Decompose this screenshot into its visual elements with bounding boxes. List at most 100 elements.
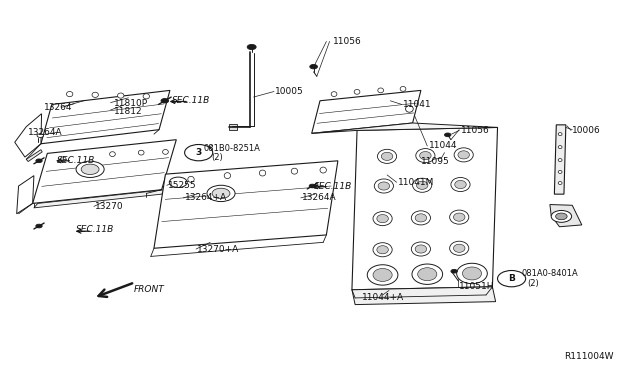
Text: 11056: 11056 xyxy=(333,37,362,46)
Ellipse shape xyxy=(417,181,428,189)
Ellipse shape xyxy=(420,151,431,160)
Circle shape xyxy=(161,99,169,103)
Circle shape xyxy=(497,270,525,287)
Polygon shape xyxy=(312,90,421,134)
Text: SEC.11B: SEC.11B xyxy=(76,225,115,234)
Ellipse shape xyxy=(418,268,437,281)
Circle shape xyxy=(310,64,317,69)
Polygon shape xyxy=(15,114,42,157)
Ellipse shape xyxy=(188,176,194,182)
Ellipse shape xyxy=(415,245,427,253)
Polygon shape xyxy=(352,128,497,290)
Ellipse shape xyxy=(320,167,326,173)
Ellipse shape xyxy=(463,267,481,280)
Ellipse shape xyxy=(558,158,562,161)
Polygon shape xyxy=(41,90,170,144)
Ellipse shape xyxy=(558,133,562,136)
Text: 13264A: 13264A xyxy=(302,193,337,202)
Text: 13264A: 13264A xyxy=(28,128,62,137)
Polygon shape xyxy=(352,287,495,305)
Ellipse shape xyxy=(457,263,487,284)
Text: 11056: 11056 xyxy=(461,126,489,135)
Ellipse shape xyxy=(163,150,168,154)
Ellipse shape xyxy=(450,210,468,224)
Circle shape xyxy=(36,159,42,163)
Polygon shape xyxy=(554,125,566,194)
Circle shape xyxy=(37,134,44,137)
Circle shape xyxy=(556,213,567,220)
Text: 11041M: 11041M xyxy=(398,178,435,187)
Polygon shape xyxy=(26,150,42,161)
Circle shape xyxy=(207,185,235,202)
Ellipse shape xyxy=(138,150,144,155)
Ellipse shape xyxy=(406,106,413,112)
Ellipse shape xyxy=(373,243,392,257)
Ellipse shape xyxy=(412,264,443,285)
Ellipse shape xyxy=(416,148,435,163)
Text: 11812: 11812 xyxy=(115,107,143,116)
Ellipse shape xyxy=(143,94,150,99)
Ellipse shape xyxy=(450,241,468,255)
Ellipse shape xyxy=(92,92,99,97)
Text: 11810P: 11810P xyxy=(115,99,148,108)
Ellipse shape xyxy=(259,170,266,176)
Text: 11051H: 11051H xyxy=(460,282,495,291)
Text: 11044: 11044 xyxy=(429,141,457,151)
Text: 11095: 11095 xyxy=(421,157,450,166)
Circle shape xyxy=(551,211,572,222)
Circle shape xyxy=(212,188,230,199)
Ellipse shape xyxy=(558,145,562,148)
Text: 081A0-8401A: 081A0-8401A xyxy=(521,269,578,278)
Ellipse shape xyxy=(558,182,562,185)
Ellipse shape xyxy=(454,244,465,252)
Ellipse shape xyxy=(455,180,467,189)
Ellipse shape xyxy=(454,148,473,162)
Text: 15255: 15255 xyxy=(168,181,196,190)
Polygon shape xyxy=(33,140,176,203)
Ellipse shape xyxy=(454,213,465,221)
Text: B: B xyxy=(508,274,515,283)
Text: SEC.11B: SEC.11B xyxy=(314,182,352,190)
Ellipse shape xyxy=(367,265,398,285)
Polygon shape xyxy=(17,176,34,214)
Ellipse shape xyxy=(458,151,469,159)
Ellipse shape xyxy=(378,149,397,163)
Text: 13270+A: 13270+A xyxy=(197,244,239,253)
Ellipse shape xyxy=(558,170,562,173)
Ellipse shape xyxy=(224,173,230,179)
Ellipse shape xyxy=(378,182,390,190)
Text: SEC.11B: SEC.11B xyxy=(172,96,210,105)
Text: 11044+A: 11044+A xyxy=(362,293,404,302)
Text: SEC.11B: SEC.11B xyxy=(57,155,95,164)
Circle shape xyxy=(170,177,187,187)
Text: 13264: 13264 xyxy=(44,103,72,112)
Text: FRONT: FRONT xyxy=(134,285,164,294)
Polygon shape xyxy=(229,124,237,131)
Ellipse shape xyxy=(451,177,470,192)
Ellipse shape xyxy=(377,215,388,223)
Ellipse shape xyxy=(400,87,406,91)
Ellipse shape xyxy=(415,214,427,222)
Ellipse shape xyxy=(331,92,337,96)
Ellipse shape xyxy=(373,269,392,282)
Ellipse shape xyxy=(60,157,66,162)
Text: 081B0-8251A: 081B0-8251A xyxy=(204,144,260,153)
Ellipse shape xyxy=(109,152,115,157)
Polygon shape xyxy=(550,205,582,227)
Text: 10005: 10005 xyxy=(275,87,304,96)
Polygon shape xyxy=(34,190,166,208)
Circle shape xyxy=(76,161,104,177)
Circle shape xyxy=(36,224,42,228)
Circle shape xyxy=(247,44,256,49)
Text: R111004W: R111004W xyxy=(564,352,614,361)
Text: 11041: 11041 xyxy=(403,100,431,109)
Circle shape xyxy=(309,184,316,188)
Text: (2): (2) xyxy=(527,279,540,288)
Ellipse shape xyxy=(381,152,393,160)
Ellipse shape xyxy=(413,178,432,192)
Ellipse shape xyxy=(118,93,124,98)
Ellipse shape xyxy=(374,179,394,193)
Text: 10006: 10006 xyxy=(572,126,601,135)
Polygon shape xyxy=(154,161,338,248)
Circle shape xyxy=(184,144,212,161)
